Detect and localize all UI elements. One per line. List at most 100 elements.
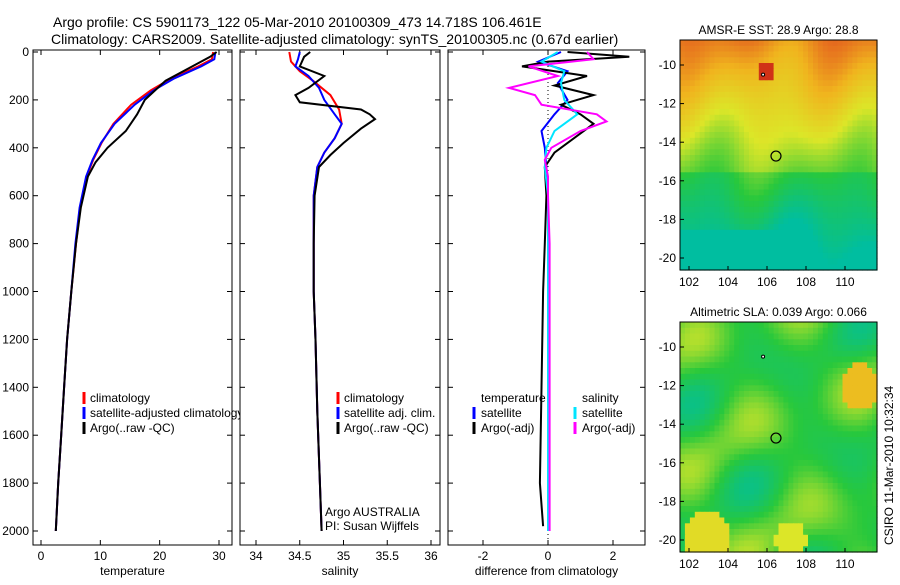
map-cell [753,414,760,421]
map-cell [827,523,834,530]
map-cell [847,80,853,87]
map-cell [694,172,701,179]
map-cell [699,235,706,242]
map-cell [699,229,706,237]
map-cell [867,86,873,93]
map-cell [734,488,740,496]
map-cell [699,114,706,122]
map-cell [709,247,715,254]
map-cell [793,91,799,99]
map-cell [768,546,775,553]
map-cell [793,488,799,496]
map-cell [694,40,701,47]
map-cell [817,385,824,392]
y-tick-label: 600 [9,189,29,203]
map-cell [793,97,799,104]
map-cell [734,206,740,214]
map-cell [768,229,775,237]
map-cell [773,339,780,346]
map-cell [842,460,848,467]
map-cell [714,91,720,99]
map-cell [778,431,784,438]
map-cell [724,362,730,369]
map-cell [699,195,706,202]
map-cell [758,546,765,553]
map-cell [709,356,715,363]
map-cell [739,356,745,363]
map-cell [837,339,844,346]
temperature-xlabel: temperature [100,564,165,578]
map-cell [753,74,760,81]
map-cell [724,414,730,421]
map-cell [734,425,740,432]
map-cell [739,206,745,214]
map-cell [793,511,799,519]
map-cell [719,51,725,58]
map-cell [719,523,725,530]
map-cell [699,40,706,47]
map-cell [872,379,878,386]
map-cell [763,120,770,127]
map-cell [763,442,770,450]
map-cell [763,143,770,150]
map-cell [872,322,878,329]
map-cell [704,160,711,168]
map-cell [872,408,878,415]
map-cell [808,201,814,208]
map-cell [837,229,844,237]
map-cell [822,178,829,185]
map-cell [680,345,686,352]
map-cell [763,494,770,501]
map-cell [788,252,794,260]
map-cell [837,454,844,461]
map-cell [749,206,755,214]
map-cell [778,402,784,409]
map-cell [714,224,720,231]
map-cell [862,166,868,173]
map-cell [783,379,789,386]
map-cell [827,414,834,421]
map-cell [714,333,720,340]
map-cell [699,264,706,271]
map-cell [734,396,740,404]
map-cell [817,229,824,237]
map-cell [822,391,829,398]
map-cell [803,86,809,93]
map-cell [788,86,794,93]
map-cell [827,534,834,542]
map-cell [867,74,873,81]
map-cell [778,45,784,53]
map-cell [773,379,780,386]
map-cell [680,189,686,196]
map-cell [788,506,794,513]
map-cell [778,160,784,168]
map-cell [744,91,750,99]
map-cell [680,247,686,254]
map-cell [744,477,750,484]
map-cell [798,339,804,346]
map-cell [842,368,848,375]
map-cell [680,442,686,450]
map-cell [709,483,715,490]
map-cell [808,333,814,340]
map-cell [852,109,858,116]
map-cell [734,529,740,536]
map-cell [729,345,735,352]
map-cell [773,546,780,553]
map-cell [803,247,809,254]
map-cell [699,247,706,254]
map-cell [813,488,819,496]
map-cell [817,396,824,404]
map-cell [778,396,784,404]
map-cell [719,74,725,81]
map-cell [788,103,794,110]
map-cell [734,333,740,340]
map-cell [744,86,750,93]
map-cell [749,63,755,70]
map-cell [739,477,745,484]
map-cell [699,149,706,156]
x-tick-label: 108 [796,557,816,571]
map-cell [847,477,853,484]
map-cell [852,534,858,542]
map-cell [822,511,829,519]
